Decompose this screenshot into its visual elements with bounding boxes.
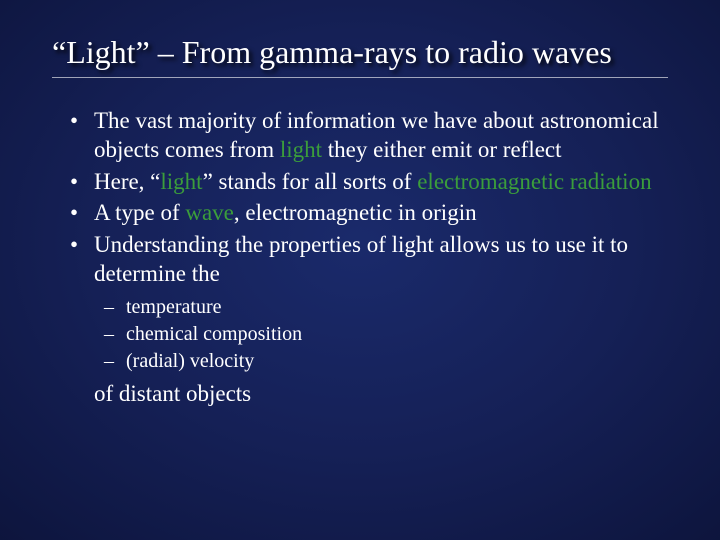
sub-bullet-list: temperature chemical composition (radial…	[94, 294, 668, 375]
keyword-wave: wave	[185, 200, 234, 225]
bullet-2-text-mid: ” stands for all sorts of	[203, 169, 418, 194]
main-bullet-list: The vast majority of information we have…	[52, 106, 668, 376]
sub-bullet-3: (radial) velocity	[126, 348, 668, 375]
keyword-light-2: light	[160, 169, 202, 194]
bullet-2: Here, “light” stands for all sorts of el…	[94, 167, 668, 196]
bullet-2-text-pre: Here, “	[94, 169, 160, 194]
sub-bullet-2: chemical composition	[126, 321, 668, 348]
bullet-4: Understanding the properties of light al…	[94, 230, 668, 376]
keyword-light-1: light	[280, 137, 322, 162]
closing-text: of distant objects	[94, 379, 668, 409]
bullet-4-text: Understanding the properties of light al…	[94, 232, 628, 286]
bullet-3: A type of wave, electromagnetic in origi…	[94, 198, 668, 227]
keyword-em-radiation: electromagnetic radiation	[417, 169, 651, 194]
sub-bullet-1: temperature	[126, 294, 668, 321]
bullet-1: The vast majority of information we have…	[94, 106, 668, 165]
slide-title: “Light” – From gamma-rays to radio waves	[52, 34, 668, 78]
bullet-3-text-post: , electromagnetic in origin	[234, 200, 477, 225]
bullet-1-text-post: they either emit or reflect	[322, 137, 561, 162]
slide-container: “Light” – From gamma-rays to radio waves…	[0, 0, 720, 540]
bullet-3-text-pre: A type of	[94, 200, 185, 225]
